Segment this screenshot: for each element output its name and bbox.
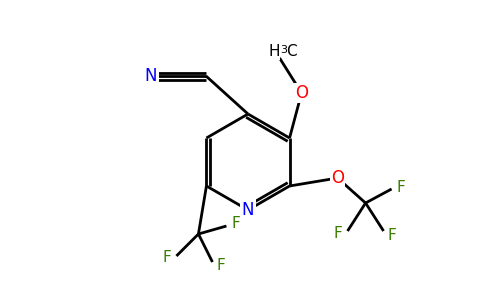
Text: N: N: [242, 201, 254, 219]
Text: F: F: [388, 227, 396, 242]
Text: O: O: [331, 169, 344, 187]
Text: F: F: [163, 250, 171, 266]
Text: F: F: [334, 226, 343, 241]
Text: F: F: [231, 217, 240, 232]
Text: F: F: [216, 259, 225, 274]
Text: F: F: [396, 179, 405, 194]
Text: H: H: [268, 44, 280, 59]
Text: N: N: [145, 67, 157, 85]
Text: C: C: [287, 44, 297, 59]
Text: O: O: [295, 84, 308, 102]
Text: 3: 3: [281, 45, 287, 55]
